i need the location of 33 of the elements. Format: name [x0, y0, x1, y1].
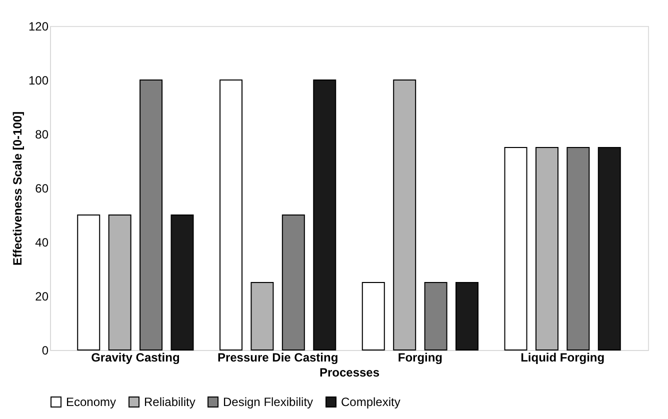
bar [313, 80, 336, 350]
bar [535, 147, 558, 350]
y-axis-title: Effectiveness Scale [0-100] [10, 111, 24, 266]
bar [393, 80, 416, 350]
bar [282, 214, 305, 350]
y-tick-label: 100 [28, 74, 49, 88]
x-tick-label: Forging [398, 350, 443, 364]
bar [424, 282, 448, 350]
x-tick-label: Pressure Die Casting [217, 350, 338, 364]
bar [170, 214, 194, 350]
legend-label: Design Flexibility [223, 395, 314, 409]
bar [598, 147, 621, 350]
legend-label: Reliability [144, 395, 196, 409]
bar [108, 214, 132, 350]
bar [566, 147, 590, 350]
bar [504, 147, 528, 350]
y-tick-label: 20 [35, 290, 49, 304]
legend-label: Complexity [341, 395, 400, 409]
y-tick-label: 120 [28, 20, 49, 34]
x-axis-title: Processes [319, 366, 380, 380]
x-tick-label: Liquid Forging [520, 350, 605, 364]
x-tick-label: Gravity Casting [91, 350, 180, 364]
bar [250, 282, 274, 350]
y-tick-label: 0 [42, 344, 49, 358]
bar [220, 80, 242, 350]
y-tick-label: 80 [35, 128, 49, 142]
y-tick-label: 40 [35, 236, 49, 250]
bar [456, 282, 478, 350]
y-tick-label: 60 [35, 182, 49, 196]
bar [77, 214, 100, 350]
legend-label: Economy [66, 395, 116, 409]
bar [140, 80, 163, 350]
bar [362, 282, 385, 350]
